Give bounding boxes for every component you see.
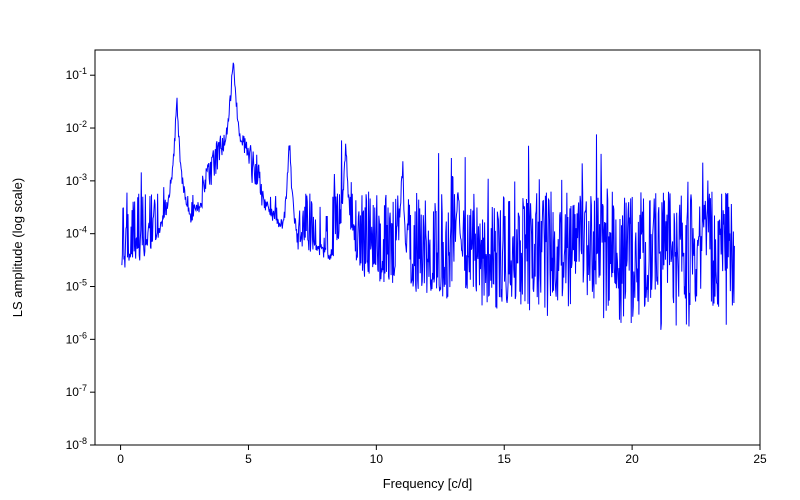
x-tick-label: 10: [370, 452, 384, 466]
y-axis-label: LS amplitude (log scale): [10, 178, 25, 317]
y-tick-label: 10-3: [66, 172, 87, 188]
y-tick-label: 10-8: [66, 436, 87, 452]
x-tick-label: 0: [117, 452, 124, 466]
y-tick-label: 10-5: [66, 278, 87, 294]
x-tick-label: 5: [245, 452, 252, 466]
x-tick-label: 25: [753, 452, 767, 466]
periodogram-line: [122, 63, 735, 330]
y-tick-label: 10-4: [66, 225, 87, 241]
y-tick-label: 10-2: [66, 119, 87, 135]
chart-svg: 0 5 10 15 20 25 10-8 10-7 10-6 10-5 10-4 10-3 10-2 10…: [0, 0, 800, 500]
x-tick-label: 15: [498, 452, 512, 466]
periodogram-chart: 0 5 10 15 20 25 10-8 10-7 10-6 10-5 10-4 10-3 10-2 10…: [0, 0, 800, 500]
x-axis-label: Frequency [c/d]: [383, 476, 473, 491]
x-tick-label: 20: [625, 452, 639, 466]
y-tick-label: 10-7: [66, 383, 87, 399]
y-tick-label: 10-1: [66, 66, 87, 82]
y-tick-label: 10-6: [66, 330, 87, 346]
